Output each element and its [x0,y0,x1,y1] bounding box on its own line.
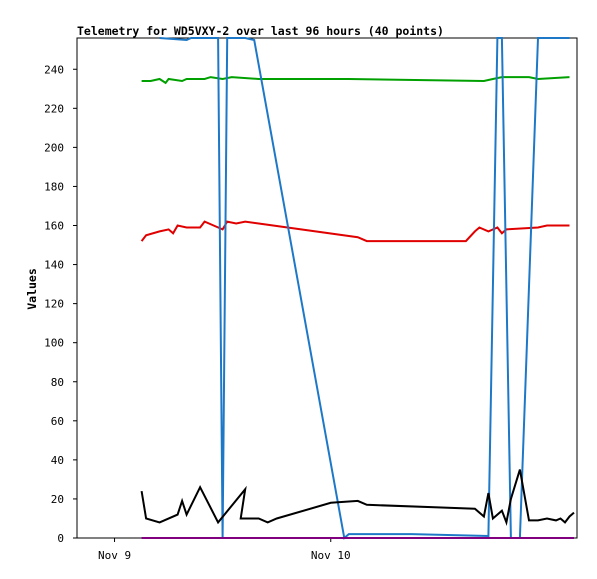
y-tick-label: 220 [44,102,64,115]
y-tick-label: 240 [44,63,64,76]
x-tick-label: Nov 10 [311,549,351,562]
y-tick-label: 160 [44,220,64,233]
y-tick-label: 20 [51,493,64,506]
x-tick-label: Nov 9 [98,549,131,562]
series-line-2 [140,220,570,243]
y-tick-label: 200 [44,141,64,154]
y-tick-label: 0 [57,532,64,545]
y-tick-label: 100 [44,337,64,350]
y-tick-label: 80 [51,376,64,389]
y-tick-label: 120 [44,298,64,311]
x-axis: Nov 9 Nov 10 [98,538,351,562]
chart-title: Telemetry for WD5VXY-2 over last 96 hour… [77,24,444,38]
plot-area-frame [76,37,578,539]
y-axis: 0 20 40 60 80 100 120 140 160 180 200 220 240 [44,63,77,545]
y-tick-label: 60 [51,415,64,428]
y-tick-label: 180 [44,180,64,193]
y-tick-label: 40 [51,454,64,467]
y-axis-label: Values [25,268,39,310]
y-tick-label: 140 [44,259,64,272]
series-line-3 [159,37,570,540]
series-layer [140,37,575,540]
series-line-4 [140,469,575,527]
series-line-1 [141,76,570,85]
